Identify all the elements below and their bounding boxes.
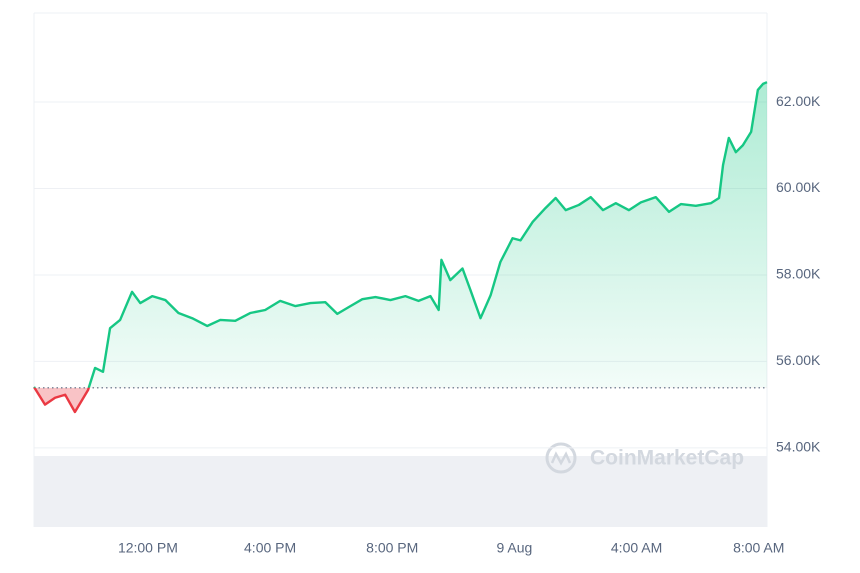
watermark-text: CoinMarketCap (590, 447, 744, 470)
x-tick-label: 8:00 PM (366, 540, 418, 556)
area-above (34, 82, 767, 388)
y-tick-label: 60.00K (776, 179, 821, 195)
x-tick-label: 12:00 PM (118, 540, 178, 556)
y-tick-label: 54.00K (776, 439, 821, 455)
watermark: CoinMarketCap (545, 442, 744, 474)
price-line (32, 81, 768, 388)
x-tick-label: 9 Aug (497, 540, 533, 556)
x-tick-label: 4:00 PM (244, 540, 296, 556)
y-tick-label: 58.00K (776, 266, 821, 282)
x-tick-label: 4:00 AM (611, 540, 662, 556)
x-tick-label: 8:00 AM (733, 540, 784, 556)
volume-band (34, 456, 767, 527)
y-tick-label: 56.00K (776, 352, 821, 368)
y-tick-label: 62.00K (776, 93, 821, 109)
